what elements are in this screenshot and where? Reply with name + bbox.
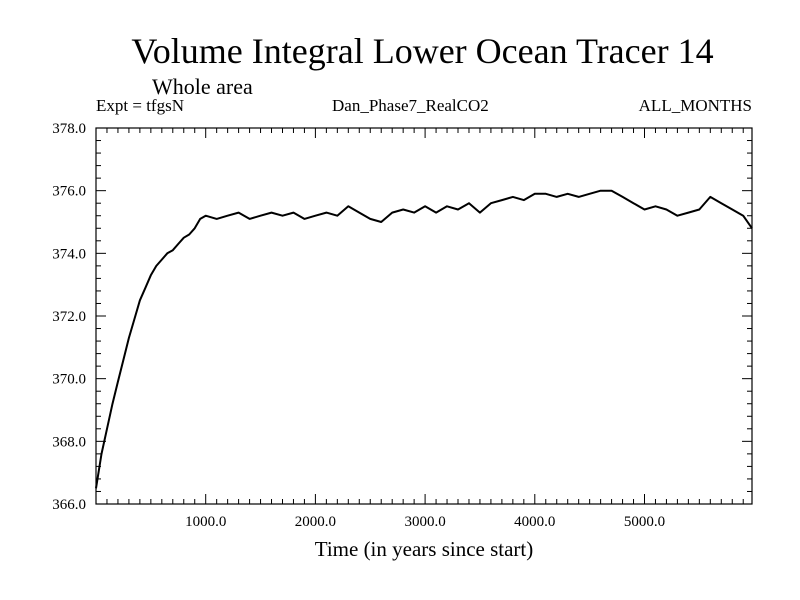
x-tick-label: 5000.0 [624,514,665,530]
x-tick-label: 2000.0 [295,514,336,530]
y-tick-label: 368.0 [52,434,86,450]
x-axis-label: Time (in years since start) [315,537,534,561]
x-tick-label: 3000.0 [404,514,445,530]
y-tick-label: 372.0 [52,309,86,325]
axis-ticks [96,127,752,505]
x-tick-label: 1000.0 [185,514,226,530]
y-tick-label: 370.0 [52,372,86,388]
series-line [95,189,753,489]
x-tick-label: 4000.0 [514,514,555,530]
y-tick-label: 366.0 [52,497,86,513]
experiment-label: Expt = tfgsN [96,96,184,115]
axis-tick-labels: 1000.0 2000.0 3000.0 4000.0 5000.0 366.0 368.0… [52,121,665,530]
chart-subtitle: Whole area [152,74,253,99]
y-tick-label: 374.0 [52,246,86,262]
chart-title: Volume Integral Lower Ocean Tracer 14 [131,31,714,71]
y-tick-label: 378.0 [52,121,86,137]
dataset-label: Dan_Phase7_RealCO2 [332,96,489,115]
plot-frame [95,127,753,505]
months-label: ALL_MONTHS [638,96,752,115]
y-tick-label: 376.0 [52,184,86,200]
